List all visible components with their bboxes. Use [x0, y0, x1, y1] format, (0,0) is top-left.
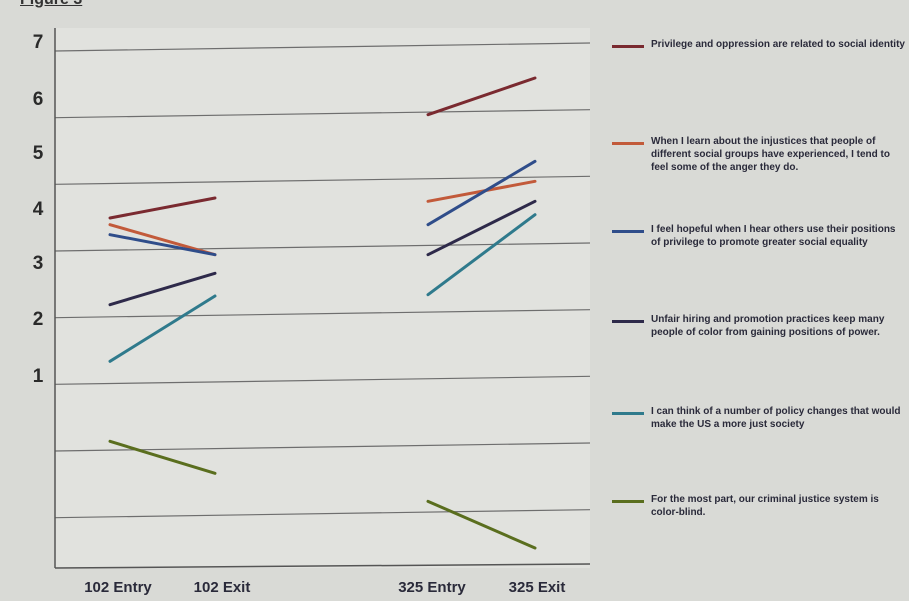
gridline: [54, 309, 591, 319]
gridline: [54, 375, 591, 385]
legend-swatch: [612, 320, 644, 323]
x-tick-label: 325 Exit: [509, 579, 566, 596]
y-tick-label: 1: [33, 366, 44, 387]
legend-item: For the most part, our criminal justice …: [612, 493, 906, 519]
legend-label: Privilege and oppression are related to …: [651, 39, 905, 50]
series-line: [108, 223, 217, 257]
figure-title: Figure 3: [20, 0, 82, 9]
legend-label: For the most part, our criminal justice …: [651, 494, 879, 518]
series-line: [108, 271, 217, 307]
x-axis: [54, 563, 591, 569]
y-tick-label: 5: [33, 143, 44, 164]
legend-label: I can think of a number of policy change…: [651, 406, 901, 430]
legend-swatch: [612, 142, 644, 145]
y-tick-label: 4: [33, 199, 44, 220]
series-line: [426, 499, 537, 550]
legend-item: I feel hopeful when I hear others use th…: [612, 223, 906, 249]
legend-swatch: [612, 45, 644, 48]
plot-area: [55, 28, 590, 568]
legend-label: When I learn about the injustices that p…: [651, 136, 890, 173]
series-line: [426, 199, 537, 257]
gridline: [54, 242, 591, 252]
gridline: [54, 442, 591, 452]
gridline: [54, 42, 591, 52]
legend-item: When I learn about the injustices that p…: [612, 135, 906, 174]
series-line: [108, 196, 217, 220]
legend-item: Unfair hiring and promotion practices ke…: [612, 313, 906, 339]
legend-item: I can think of a number of policy change…: [612, 405, 906, 431]
legend-swatch: [612, 500, 644, 503]
legend-label: Unfair hiring and promotion practices ke…: [651, 314, 885, 338]
x-tick-label: 102 Entry: [84, 579, 152, 596]
x-tick-label: 325 Entry: [398, 579, 466, 596]
legend-item: Privilege and oppression are related to …: [612, 38, 906, 51]
series-line: [426, 213, 537, 297]
y-tick-label: 6: [33, 89, 44, 110]
legend-swatch: [612, 412, 644, 415]
series-line: [108, 439, 217, 475]
series-line: [108, 233, 217, 257]
y-tick-label: 7: [33, 32, 44, 53]
series-line: [426, 159, 537, 227]
gridline: [54, 175, 591, 185]
series-line: [426, 76, 537, 117]
legend-swatch: [612, 230, 644, 233]
series-line: [108, 294, 217, 363]
gridline: [54, 509, 591, 519]
y-tick-label: 2: [33, 309, 44, 330]
legend-label: I feel hopeful when I hear others use th…: [651, 224, 896, 248]
gridline: [54, 109, 591, 119]
x-tick-label: 102 Exit: [194, 579, 251, 596]
y-tick-label: 3: [33, 253, 44, 274]
